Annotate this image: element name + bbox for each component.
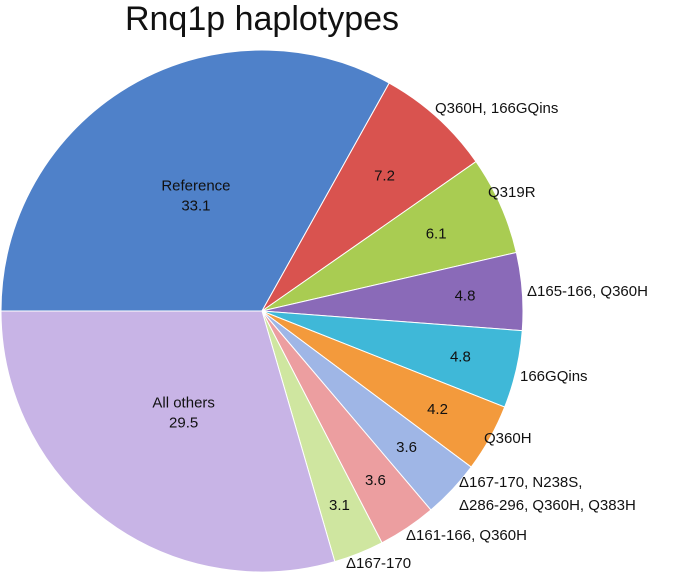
slice-label-167-170-n238s-286-296-q360h-q383h: Δ167-170, N238S, Δ286-296, Q360H, Q383H [459, 474, 636, 514]
slice-label-161-166-q360h: Δ161-166, Q360H [406, 527, 527, 544]
slice-label-reference: Reference [161, 177, 230, 194]
slice-value-165-166-q360h: 4.8 [455, 288, 476, 305]
slice-value-q319r: 6.1 [426, 226, 447, 243]
slice-value-q360h-166gqins: 7.2 [374, 167, 395, 184]
pie-slice-q360h-166gqins [261, 82, 477, 312]
slice-value-all-others: 29.5 [169, 414, 198, 431]
pie-labels: Reference 33.1 7.2 Q360H, 166GQins 6.1 Q319R 4… [152, 100, 648, 572]
slice-label-all-others: All others [152, 394, 215, 411]
slice-value-166gqins: 4.8 [450, 349, 471, 366]
slice-label-165-166-q360h: Δ165-166, Q360H [527, 283, 648, 300]
slice-label-q319r: Q319R [488, 184, 536, 201]
pie-slices [0, 49, 524, 572]
chart-title: Rnq1p haplotypes [125, 0, 399, 38]
slice-value-167-170: 3.1 [329, 497, 350, 514]
slice-value-167-170-n238s-286-296-q360h-q383h: 3.6 [396, 439, 417, 456]
slice-value-q360h: 4.2 [427, 401, 448, 418]
slice-label-q360h: Q360H [484, 430, 532, 447]
slice-value-161-166-q360h: 3.6 [365, 472, 386, 489]
slice-label-166gqins: 166GQins [520, 368, 588, 385]
slice-label-q360h-166gqins: Q360H, 166GQins [435, 100, 558, 117]
pie-slice-reference [0, 49, 390, 312]
slice-label-167-170: Δ167-170 [346, 555, 411, 572]
slice-value-reference: 33.1 [181, 197, 210, 214]
